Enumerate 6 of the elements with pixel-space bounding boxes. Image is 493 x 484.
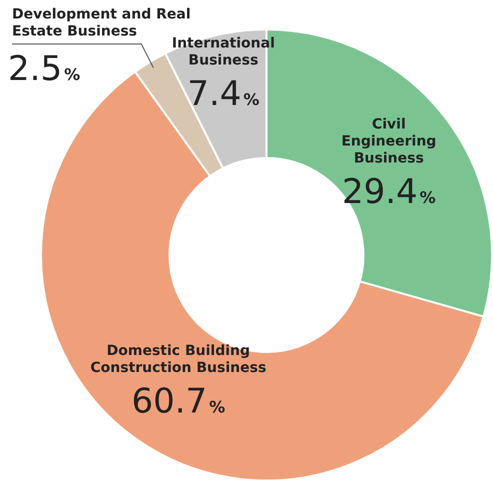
data-label: 60.7%	[131, 381, 226, 422]
slice-label: Domestic Building Construction Business	[90, 343, 266, 376]
slice-label: Civil Engineering Business	[341, 116, 436, 167]
data-label: 29.4%	[342, 172, 436, 212]
data-label: 2.5%	[8, 49, 80, 89]
data-label: 7.4%	[187, 74, 260, 114]
